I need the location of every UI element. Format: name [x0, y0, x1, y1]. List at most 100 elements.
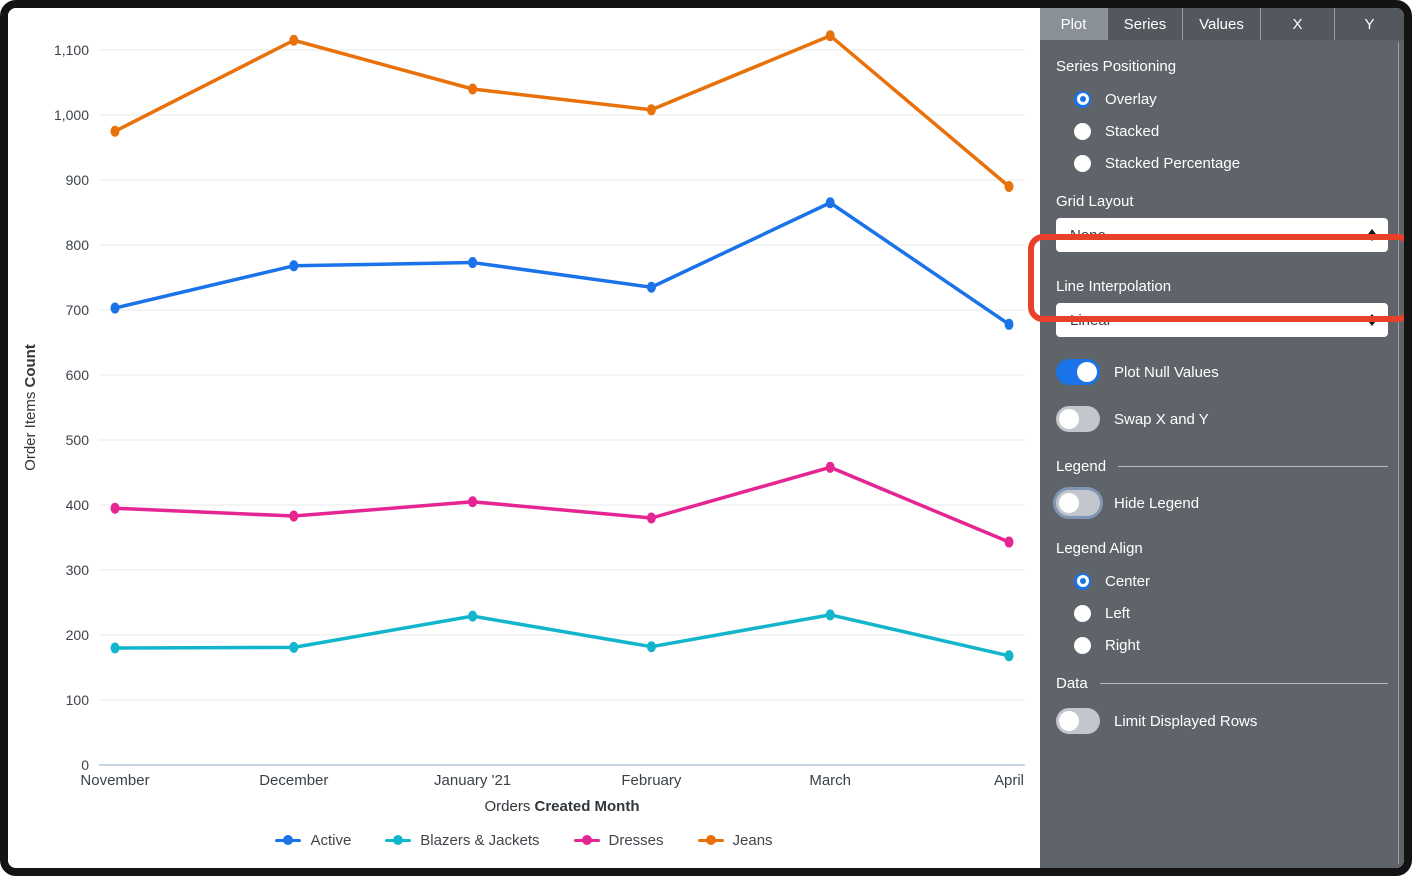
y-tick-label: 0 [81, 757, 89, 773]
data-point[interactable] [468, 610, 478, 622]
data-point[interactable] [468, 257, 478, 269]
y-tick-label: 500 [66, 432, 90, 448]
series-line-jeans[interactable] [113, 33, 1011, 189]
legend-section-header: Legend [1056, 458, 1388, 475]
line-chart[interactable]: 0 100 200 300 400 500 600 700 800 900 1,000 1,100 No… [8, 8, 1040, 824]
x-axis-title: Orders Created Month [484, 798, 639, 815]
legend-label: Jeans [732, 831, 773, 849]
grid-layout-value: None [1070, 226, 1106, 244]
x-tick-label: November [80, 772, 149, 789]
data-point[interactable] [110, 502, 120, 514]
data-point[interactable] [110, 642, 120, 654]
updown-arrows-icon [1368, 314, 1376, 326]
legend-swatch-icon [385, 835, 412, 845]
data-point[interactable] [646, 104, 656, 116]
legend-item-active[interactable]: Active [275, 832, 351, 849]
radio-unselected-icon [1074, 122, 1091, 140]
data-point[interactable] [468, 83, 478, 95]
chart-legend: Active Blazers & Jackets Dresses Jeans [8, 820, 1040, 860]
series-line-blazers-jackets[interactable] [113, 613, 1011, 658]
updown-arrows-icon [1368, 229, 1376, 241]
panel-scrollbar-track[interactable] [1398, 42, 1399, 864]
y-tick-label: 800 [66, 237, 90, 253]
y-tick-label: 400 [66, 497, 90, 513]
legend-label: Dresses [608, 831, 664, 849]
tab-plot[interactable]: Plot [1040, 8, 1107, 40]
y-tick-label: 1,000 [54, 107, 89, 123]
radio-unselected-icon [1074, 604, 1091, 622]
swap-x-y-label: Swap X and Y [1114, 410, 1209, 428]
grid-layout-label: Grid Layout [1056, 193, 1134, 210]
radio-overlay-label: Overlay [1105, 90, 1157, 108]
x-tick-label: February [621, 772, 682, 789]
x-tick-label: January '21 [434, 772, 511, 789]
panel-tabbar: Plot Series Values X Y [1040, 8, 1404, 40]
legend-label: Active [310, 831, 352, 849]
data-point[interactable] [1004, 650, 1014, 662]
y-tick-label: 1,100 [54, 42, 89, 58]
hide-legend-label: Hide Legend [1114, 494, 1200, 512]
plot-null-values-label: Plot Null Values [1114, 363, 1219, 381]
data-point[interactable] [825, 461, 835, 473]
radio-stacked[interactable]: Stacked [1074, 119, 1388, 143]
legend-swatch-icon [697, 835, 724, 845]
legend-swatch-icon [573, 835, 600, 845]
legend-item-jeans[interactable]: Jeans [697, 831, 773, 849]
x-tick-label: December [259, 772, 328, 789]
radio-selected-icon [1074, 572, 1091, 590]
data-point[interactable] [646, 512, 656, 524]
y-tick-label: 100 [66, 692, 90, 708]
chart-area: 0 100 200 300 400 500 600 700 800 900 1,000 1,100 No… [8, 8, 1040, 868]
data-point[interactable] [646, 641, 656, 653]
legend-align-group: Center Left Right [1056, 569, 1388, 657]
y-tick-label: 700 [66, 302, 90, 318]
data-point[interactable] [289, 34, 299, 46]
data-point[interactable] [1004, 181, 1014, 192]
data-point[interactable] [825, 197, 835, 209]
data-section-header: Data [1056, 675, 1388, 692]
series-positioning-label: Series Positioning [1056, 58, 1177, 75]
tab-series[interactable]: Series [1107, 8, 1182, 40]
data-point[interactable] [646, 281, 656, 293]
toggle-swap-x-y[interactable] [1056, 406, 1100, 432]
data-point[interactable] [289, 510, 299, 522]
grid-layout-select[interactable]: None [1056, 218, 1388, 252]
x-tick-label: April [994, 772, 1024, 789]
legend-item-blazers-jackets[interactable]: Blazers & Jackets [385, 831, 540, 849]
radio-overlay[interactable]: Overlay [1074, 87, 1388, 111]
radio-stacked-percentage[interactable]: Stacked Percentage [1074, 151, 1388, 175]
radio-selected-icon [1074, 90, 1091, 108]
line-interpolation-select[interactable]: Linear [1056, 303, 1388, 337]
y-axis-title: Order Items Count [22, 344, 39, 471]
radio-stacked-label: Stacked [1105, 122, 1160, 140]
y-tick-label: 200 [66, 627, 90, 643]
series-line-dresses[interactable] [113, 465, 1011, 544]
limit-displayed-rows-label: Limit Displayed Rows [1114, 712, 1258, 730]
toggle-limit-displayed-rows[interactable] [1056, 708, 1100, 734]
legend-align-label: Legend Align [1056, 540, 1143, 557]
legend-item-dresses[interactable]: Dresses [573, 831, 664, 849]
data-point[interactable] [1004, 536, 1014, 548]
toggle-plot-null-values[interactable] [1056, 359, 1100, 385]
tab-y[interactable]: Y [1334, 8, 1404, 40]
data-point[interactable] [110, 125, 120, 137]
data-point[interactable] [289, 641, 299, 653]
data-point[interactable] [468, 496, 478, 508]
tab-x[interactable]: X [1260, 8, 1334, 40]
data-point[interactable] [289, 260, 299, 272]
radio-unselected-icon [1074, 154, 1091, 172]
toggle-hide-legend[interactable] [1056, 490, 1100, 516]
settings-panel: Plot Series Values X Y Series Positionin… [1028, 8, 1404, 868]
data-point[interactable] [1004, 318, 1014, 330]
radio-left[interactable]: Left [1074, 601, 1388, 625]
data-point[interactable] [110, 302, 120, 314]
data-point[interactable] [825, 609, 835, 621]
series-line-active[interactable] [113, 201, 1011, 327]
radio-center[interactable]: Center [1074, 569, 1388, 593]
data-point[interactable] [825, 30, 835, 42]
radio-stacked-percentage-label: Stacked Percentage [1105, 154, 1241, 172]
radio-right[interactable]: Right [1074, 633, 1388, 657]
tab-values[interactable]: Values [1182, 8, 1260, 40]
legend-label: Blazers & Jackets [420, 831, 540, 849]
